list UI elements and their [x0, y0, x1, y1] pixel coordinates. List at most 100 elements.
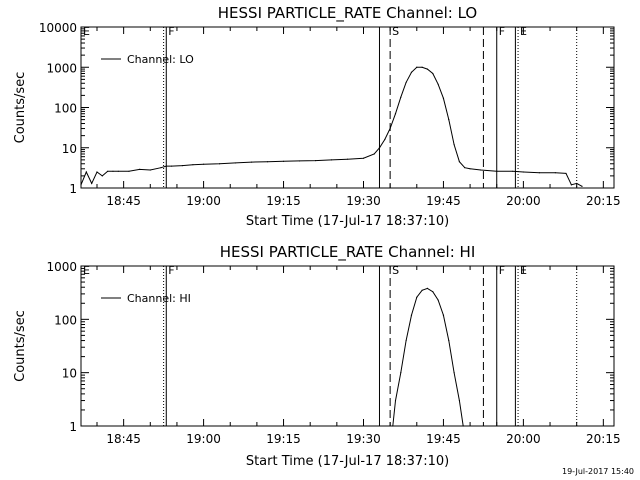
x-tick-label: 19:00 — [186, 432, 221, 446]
x-tick-label: 18:45 — [106, 432, 141, 446]
data-point — [171, 165, 173, 167]
event-marker-label: F — [168, 25, 174, 38]
data-point — [581, 185, 583, 187]
data-point — [362, 157, 365, 159]
data-point — [392, 425, 394, 427]
x-tick-label: 19:30 — [346, 194, 381, 208]
data-point — [85, 171, 87, 173]
data-point — [570, 184, 572, 186]
data-point — [416, 66, 418, 68]
data-point — [400, 96, 402, 98]
data-point — [218, 163, 221, 165]
data-point — [394, 113, 397, 115]
data-point — [117, 170, 119, 172]
data-point — [421, 289, 423, 291]
data-point — [149, 169, 151, 171]
x-tick-label: 19:30 — [346, 432, 381, 446]
x-tick-label: 19:45 — [426, 194, 461, 208]
data-point — [522, 171, 524, 173]
data-point — [554, 172, 556, 174]
y-tick-label: 100 — [54, 313, 77, 327]
footer-timestamp: 19-Jul-2017 15:40 — [562, 467, 634, 476]
data-point — [101, 175, 103, 177]
x-tick-label: 20:00 — [506, 432, 541, 446]
data-point — [453, 372, 455, 374]
data-point — [298, 160, 301, 162]
y-tick-label: 1000 — [46, 61, 77, 75]
data-point — [378, 147, 381, 149]
data-point — [80, 184, 82, 186]
data-point — [266, 161, 269, 163]
y-tick-label: 1000 — [46, 260, 77, 274]
data-point — [91, 182, 93, 185]
chart-title: HESSI PARTICLE_RATE Channel: LO — [218, 4, 477, 23]
x-tick-label: 20:00 — [506, 194, 541, 208]
data-point — [576, 182, 578, 185]
series-line — [80, 66, 583, 187]
data-point — [442, 97, 445, 99]
plot-frame — [80, 265, 615, 427]
series-line — [392, 287, 464, 427]
event-marker-label: E — [83, 25, 90, 38]
x-tick-label: 19:00 — [186, 194, 221, 208]
data-point — [538, 172, 540, 174]
event-marker-label: E — [520, 25, 527, 38]
data-point — [128, 170, 130, 172]
data-point — [282, 160, 285, 162]
data-point — [405, 81, 407, 84]
data-point — [448, 339, 450, 342]
plot-frame — [80, 26, 615, 189]
data-point — [410, 314, 413, 316]
x-tick-label: 19:45 — [426, 432, 461, 446]
x-tick-label: 20:15 — [586, 194, 621, 208]
y-tick-label: 1 — [69, 182, 77, 196]
data-point — [432, 291, 434, 293]
legend-entry: Channel: HI — [127, 292, 191, 305]
data-point — [421, 66, 423, 68]
data-point — [112, 170, 114, 172]
data-point — [480, 169, 482, 171]
y-tick-label: 100 — [54, 102, 77, 116]
legend-entry: Channel: LO — [127, 53, 194, 66]
event-marker-label: E — [83, 264, 90, 277]
data-point — [234, 162, 237, 164]
data-point — [458, 399, 461, 402]
x-axis-label: Start Time (17-Jul-17 18:37:10) — [246, 454, 449, 469]
event-marker-label: S — [392, 25, 399, 38]
data-point — [565, 172, 567, 175]
data-point — [181, 165, 183, 167]
event-marker-label: E — [520, 264, 527, 277]
data-point — [458, 161, 461, 163]
x-tick-label: 20:15 — [586, 432, 621, 446]
x-tick-label: 19:15 — [266, 432, 301, 446]
data-point — [416, 296, 418, 298]
data-point — [448, 119, 450, 121]
data-point — [165, 165, 167, 167]
data-point — [464, 167, 466, 169]
y-tick-label: 1 — [69, 420, 77, 434]
data-point — [192, 164, 194, 166]
x-tick-label: 19:15 — [266, 194, 301, 208]
event-marker-label: S — [392, 264, 399, 277]
y-tick-label: 10 — [62, 367, 77, 381]
y-tick-label: 10 — [62, 142, 77, 156]
data-point — [202, 163, 205, 165]
data-point — [96, 171, 98, 173]
y-axis-label: Counts/sec — [13, 310, 28, 382]
event-marker-label: F — [168, 264, 174, 277]
data-point — [462, 425, 464, 427]
data-point — [394, 399, 397, 402]
y-axis-label: Counts/sec — [13, 72, 28, 144]
data-point — [400, 372, 402, 374]
x-tick-label: 18:45 — [106, 194, 141, 208]
x-axis-label: Start Time (17-Jul-17 18:37:10) — [246, 214, 449, 229]
data-point — [437, 299, 439, 301]
data-point — [426, 287, 429, 290]
data-point — [250, 161, 253, 163]
data-point — [330, 159, 333, 161]
data-point — [469, 168, 471, 170]
data-point — [453, 143, 455, 146]
data-point — [512, 170, 514, 172]
data-point — [437, 83, 439, 85]
